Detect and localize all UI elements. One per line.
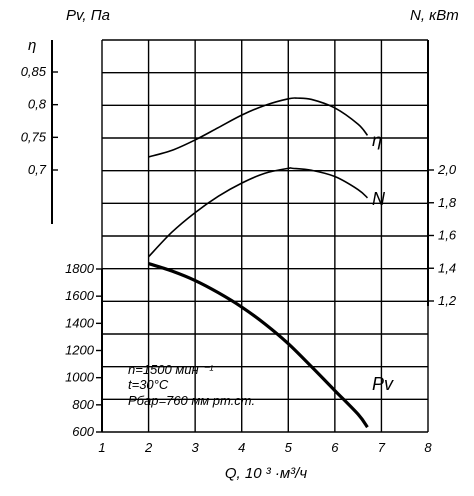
- n-tick-label: 1,2: [438, 293, 457, 308]
- eta-tick-label: 0,7: [28, 162, 47, 177]
- pv-axis-title: Pv, Па: [66, 7, 110, 24]
- pv-tick-label: 1400: [65, 315, 95, 330]
- pv-tick-label: 1800: [65, 261, 95, 276]
- series-label-pv: Pv: [372, 374, 394, 394]
- x-tick-label: 7: [378, 440, 386, 455]
- pv-tick-label: 800: [72, 397, 94, 412]
- x-tick-label: 3: [192, 440, 200, 455]
- annotation-pressure: Pбар=760 мм рт.ст.: [128, 393, 255, 408]
- series-line-n: [147, 167, 369, 258]
- n-tick-label: 1,8: [438, 195, 457, 210]
- pv-tick-label: 1200: [65, 343, 95, 358]
- x-tick-label: 8: [424, 440, 432, 455]
- n-tick-label: 2,0: [437, 162, 457, 177]
- n-axis-title: N, кВт: [410, 7, 459, 24]
- x-tick-label: 6: [331, 440, 339, 455]
- x-tick-label: 4: [238, 440, 245, 455]
- eta-tick-label: 0,85: [21, 64, 47, 79]
- series-line-pv: [148, 262, 369, 429]
- eta-tick-label: 0,8: [28, 97, 47, 112]
- series-label-n: N: [372, 189, 386, 209]
- eta-tick-label: 0,75: [21, 129, 47, 144]
- eta-axis-title: η: [28, 37, 36, 54]
- series-line-eta: [148, 97, 369, 158]
- n-tick-label: 1,6: [438, 228, 457, 243]
- x-axis-title: Q, 10 ³ ·м³/ч: [225, 465, 307, 482]
- pv-tick-label: 1600: [65, 288, 95, 303]
- series-label-eta: η: [372, 130, 382, 150]
- x-tick-label: 1: [98, 440, 105, 455]
- n-tick-label: 1,4: [438, 260, 456, 275]
- x-tick-label: 5: [285, 440, 293, 455]
- tick-labels: 600 800 1000 1200 1400 1600 1800 0,7 0,75 0,8 0,85…: [21, 64, 457, 455]
- pv-tick-label: 1000: [65, 370, 95, 385]
- chart-series: [147, 97, 369, 429]
- annotation-temperature: t=30°C: [128, 377, 169, 392]
- annotation-speed: n=1500 мин ⁻¹: [128, 362, 214, 377]
- x-tick-label: 2: [144, 440, 153, 455]
- pv-tick-label: 600: [72, 424, 94, 439]
- chart-grid: [101, 39, 429, 433]
